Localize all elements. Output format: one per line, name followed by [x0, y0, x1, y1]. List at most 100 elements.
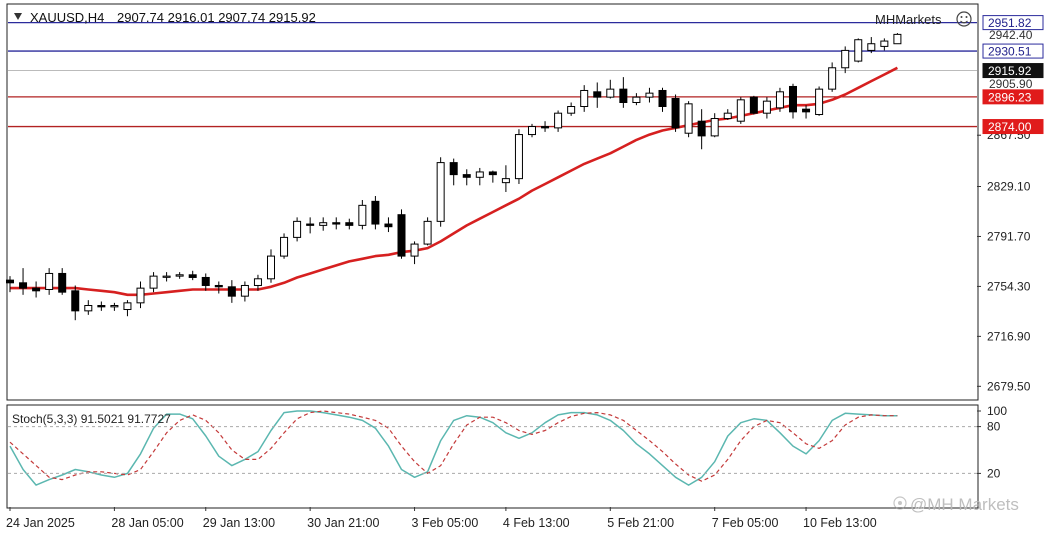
- x-tick-label: 28 Jan 05:00: [111, 516, 183, 530]
- candle: [240, 281, 249, 302]
- candle: [867, 37, 876, 54]
- candle: [397, 209, 406, 259]
- stoch-tick-label: 20: [987, 466, 1001, 480]
- x-tick-label: 4 Feb 13:00: [503, 516, 570, 530]
- candle: [802, 105, 811, 119]
- y-tick-label: 2791.70: [987, 229, 1031, 243]
- candle: [149, 272, 158, 293]
- candle-body: [736, 99, 745, 122]
- x-tick-label: 24 Jan 2025: [6, 516, 75, 530]
- candle: [253, 274, 262, 291]
- candle-body: [567, 106, 576, 114]
- candle: [358, 199, 367, 230]
- candle: [449, 158, 458, 186]
- candle: [84, 300, 93, 315]
- candle-body: [802, 108, 811, 113]
- candle: [514, 129, 523, 184]
- candle-body: [593, 91, 602, 98]
- time-axis: 24 Jan 2025 28 Jan 05:00 29 Jan 13:00 30 Ja…: [6, 507, 877, 530]
- candle-body: [854, 39, 863, 62]
- candle-body: [449, 162, 458, 176]
- level-label-box: [982, 89, 1044, 105]
- candle: [345, 218, 354, 230]
- candle: [541, 121, 550, 132]
- level-label: 2951.82: [988, 16, 1032, 30]
- candle-body: [293, 220, 302, 238]
- candle-body: [267, 255, 275, 280]
- symbol-arrow-icon: [14, 13, 22, 20]
- candle: [436, 157, 445, 227]
- candle: [854, 38, 863, 63]
- candle-body: [6, 279, 14, 284]
- candle-body: [162, 275, 171, 278]
- candle: [97, 301, 106, 311]
- candle: [306, 217, 315, 234]
- x-tick-label: 3 Feb 05:00: [412, 516, 479, 530]
- candle: [528, 123, 536, 138]
- candle-body: [84, 305, 93, 312]
- candle: [136, 281, 145, 309]
- candle-body: [123, 302, 132, 311]
- candle-body: [606, 88, 615, 98]
- stoch-title: Stoch(5,3,3) 91.5021 91.7727: [12, 412, 171, 426]
- y-tick-label: 2716.90: [987, 329, 1031, 343]
- y-tick-label: 2829.10: [987, 180, 1031, 194]
- candle: [162, 272, 171, 282]
- candle-body: [240, 284, 249, 297]
- candle: [45, 268, 54, 295]
- y-tick-label: 2679.50: [987, 379, 1031, 393]
- candle: [645, 87, 654, 103]
- candle-body: [45, 272, 54, 290]
- candle-body: [201, 276, 210, 286]
- x-tick-label: 5 Feb 21:00: [607, 516, 674, 530]
- candle-body: [867, 43, 876, 51]
- candle-body: [175, 274, 184, 277]
- candle: [6, 276, 14, 293]
- candle: [175, 272, 184, 279]
- candle: [736, 97, 745, 124]
- candle-body: [280, 236, 289, 257]
- candle: [880, 38, 889, 51]
- candle-body: [501, 178, 510, 184]
- candle: [697, 109, 706, 150]
- candle: [671, 94, 680, 132]
- candle-body: [319, 222, 328, 226]
- candle: [619, 77, 628, 108]
- candle-body: [462, 174, 471, 178]
- stoch-tick-label: 80: [987, 420, 1001, 434]
- level-label-box: [982, 63, 1044, 79]
- candle: [815, 86, 824, 116]
- stoch-axis: 100 80 20: [8, 404, 1007, 480]
- candle-body: [554, 112, 563, 129]
- candle-body: [658, 89, 667, 108]
- candle: [723, 109, 732, 120]
- candle: [684, 101, 693, 138]
- stoch-main-line: [9, 410, 898, 486]
- watermark-text: @MH Markets: [910, 495, 1019, 514]
- candle: [501, 165, 510, 192]
- candle: [19, 268, 28, 295]
- candle-body: [19, 282, 28, 289]
- candle-body: [436, 162, 445, 222]
- candle: [606, 79, 615, 99]
- moving-average: [10, 66, 898, 297]
- candle-body: [475, 171, 484, 178]
- candle-body: [815, 88, 824, 116]
- candle: [762, 97, 771, 119]
- level-label-box: [982, 43, 1044, 59]
- candle-body: [488, 171, 497, 176]
- symbol-label: XAUUSD,H4: [30, 10, 104, 25]
- candle: [775, 87, 784, 112]
- candle-body: [528, 126, 536, 136]
- stoch-signal-line: [9, 410, 898, 482]
- stoch-lines: [9, 410, 898, 486]
- candle: [828, 62, 837, 92]
- candle: [293, 217, 302, 242]
- candle: [384, 217, 393, 233]
- candle-body: [893, 33, 902, 45]
- candle: [214, 281, 223, 294]
- candle-body: [619, 88, 628, 103]
- candle-body: [227, 286, 236, 297]
